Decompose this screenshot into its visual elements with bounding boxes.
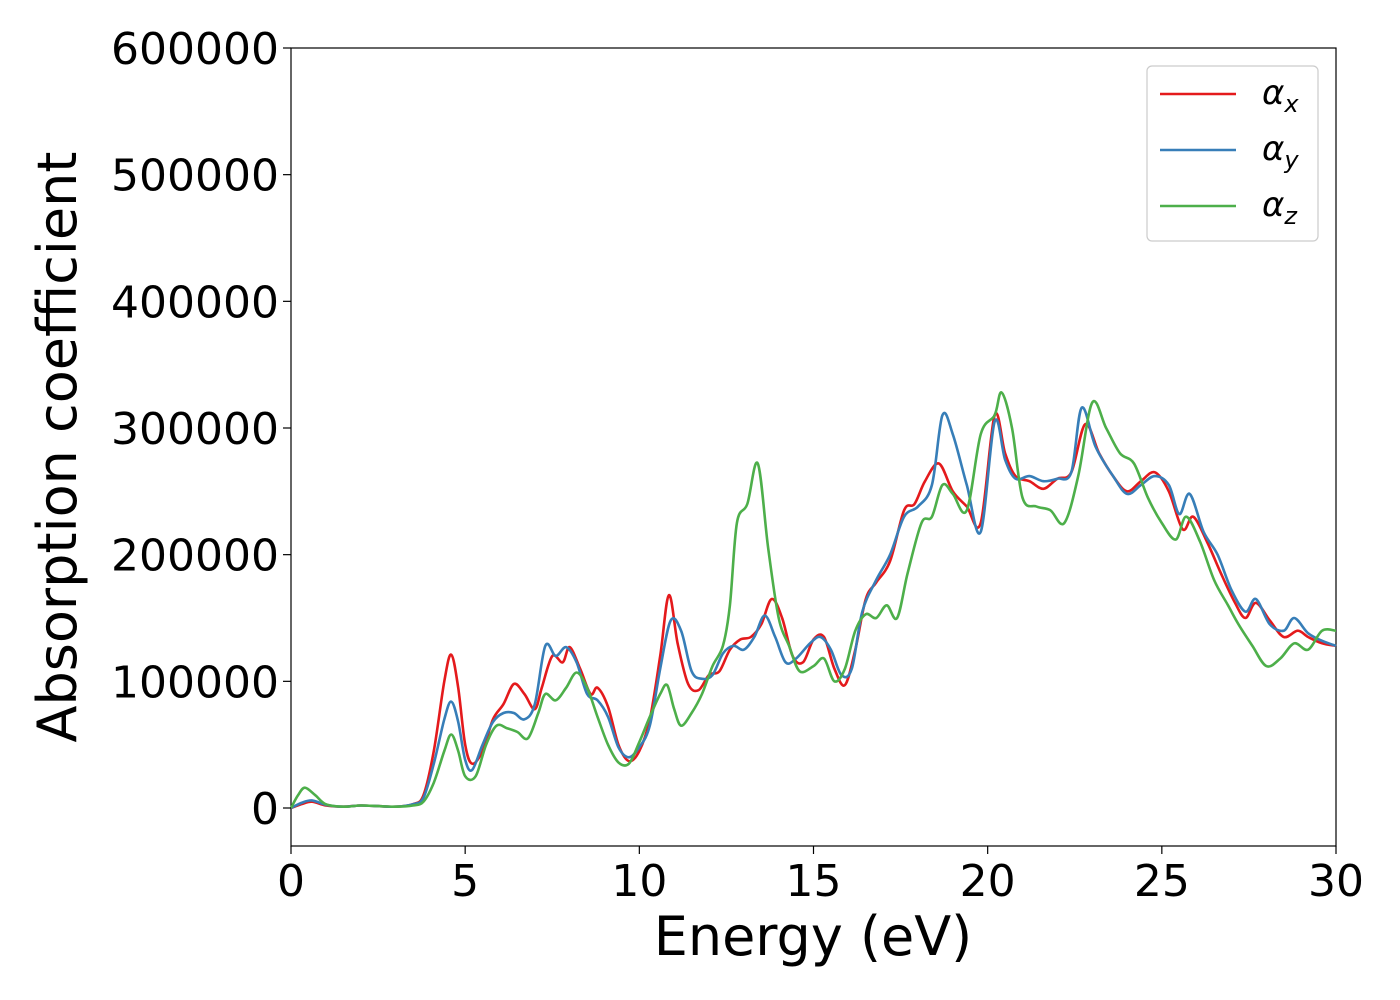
legend-label-x: αx: [1262, 73, 1299, 118]
x-axis-ticks: 0 5 10 15 20 25 30: [277, 846, 1364, 907]
series-line-z: [289, 391, 1337, 809]
y-tick-label: 300000: [111, 404, 279, 455]
x-tick-label: 25: [1134, 856, 1190, 907]
y-tick-label: 500000: [111, 151, 279, 202]
y-tick-label: 600000: [111, 24, 279, 75]
legend: αx αy αz: [1146, 65, 1319, 242]
y-tick-label: 200000: [111, 531, 279, 582]
y-tick-label: 100000: [111, 657, 279, 708]
x-tick-label: 20: [960, 856, 1016, 907]
x-tick-label: 30: [1308, 856, 1364, 907]
y-axis-label: Absorption coefficient: [26, 152, 89, 743]
y-axis-ticks: 0 100000 200000 300000 400000 500000 600000: [111, 24, 291, 835]
series-layer: [289, 391, 1337, 810]
y-tick-label: 400000: [111, 277, 279, 328]
x-axis-label: Energy (eV): [654, 905, 973, 968]
x-tick-label: 15: [786, 856, 842, 907]
x-tick-label: 10: [611, 856, 667, 907]
x-tick-label: 5: [451, 856, 479, 907]
legend-label-z: αz: [1262, 185, 1298, 230]
y-tick-label: 0: [251, 784, 279, 835]
legend-label-y: αy: [1262, 129, 1299, 174]
x-tick-label: 0: [277, 856, 305, 907]
legend-frame: [1146, 65, 1319, 242]
